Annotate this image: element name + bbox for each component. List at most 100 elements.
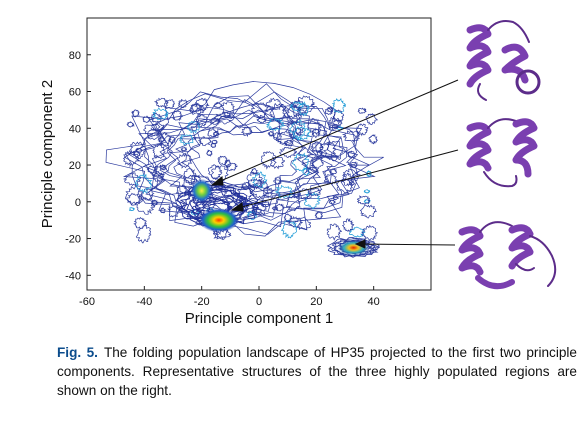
contour-line: [256, 116, 268, 124]
contour-line: [143, 123, 162, 137]
contour-line: [216, 155, 228, 166]
contour-line: [310, 156, 325, 169]
contour-line: [324, 174, 337, 185]
arrowhead-2: [230, 202, 244, 212]
contour-line: [153, 97, 169, 108]
density-peaks: [190, 178, 370, 256]
contour-line: [285, 195, 301, 212]
contour-line: [329, 168, 338, 176]
protein-structure-3: [458, 221, 557, 290]
contour-line: [281, 103, 303, 119]
contour-line: [265, 97, 284, 111]
contour-line: [273, 176, 282, 185]
contour-line: [195, 113, 208, 128]
contour-line: [175, 184, 189, 198]
y-axis-ticks: 80 60 40 20 0 -20 -40: [65, 50, 91, 282]
contour-line: [209, 118, 222, 125]
contour-line: [128, 207, 135, 212]
contour-line: [302, 167, 310, 176]
contour-line: [359, 204, 378, 219]
contour-line: [294, 216, 311, 231]
contour-line: [150, 112, 162, 123]
contour-line: [136, 197, 156, 215]
contour-line: [283, 213, 294, 224]
contour-line: [250, 179, 270, 200]
contour-line: [135, 224, 152, 244]
contour-landscape: [105, 81, 384, 258]
caption-label: Fig. 5.: [57, 345, 98, 360]
contour-line: [357, 107, 367, 115]
contour-line: [322, 140, 344, 162]
contour-line: [142, 115, 151, 123]
contour-line: [179, 134, 194, 146]
arrowhead-1: [210, 176, 224, 186]
x-tick-label: 20: [310, 296, 322, 308]
contour-line: [326, 237, 380, 258]
contour-line: [331, 97, 346, 114]
contour-line: [328, 199, 336, 206]
contour-line: [151, 170, 165, 183]
contour-line: [128, 141, 147, 160]
contour-line: [261, 151, 277, 170]
contour-line: [153, 164, 168, 177]
y-tick-label: 60: [69, 87, 81, 99]
y-tick-label: 80: [69, 50, 81, 62]
contour-line: [262, 186, 273, 199]
contour-line: [246, 171, 263, 190]
contour-line: [210, 142, 217, 148]
x-tick-label: 40: [368, 296, 380, 308]
contour-line: [163, 99, 175, 110]
protein-structure-2: [466, 118, 538, 188]
contour-line: [296, 188, 313, 200]
contour-line: [208, 164, 223, 180]
caption-text: The folding population landscape of HP35…: [57, 345, 577, 398]
contour-line: [269, 102, 288, 123]
contour-line: [141, 188, 155, 201]
contour-line: [211, 165, 229, 182]
contour-line: [205, 149, 213, 157]
contour-line: [341, 218, 355, 233]
contour-line: [273, 203, 285, 212]
contour-line: [225, 162, 239, 171]
protein-structure-1: [466, 20, 541, 101]
contour-line: [356, 195, 371, 206]
contour-line: [317, 140, 337, 159]
contour-line: [324, 107, 334, 115]
density-peak: [190, 178, 213, 203]
contour-line: [346, 150, 356, 160]
contour-line: [355, 123, 369, 137]
contour-line: [331, 123, 339, 129]
contour-line: [126, 121, 136, 128]
y-tick-label: 20: [69, 160, 81, 172]
contour-line: [197, 136, 212, 147]
contour-line: [289, 101, 304, 112]
x-axis-ticks: -60 -40 -20 0 20 40: [79, 286, 380, 308]
contour-line: [177, 98, 188, 109]
contour-line: [314, 211, 323, 220]
contour-line: [135, 147, 143, 154]
contour-line: [130, 109, 140, 118]
contour-line: [336, 178, 353, 194]
contour-line: [133, 216, 147, 230]
contour-line: [348, 181, 356, 186]
contour-line: [194, 97, 210, 111]
contour-line: [280, 219, 298, 239]
contour-line: [292, 126, 311, 141]
contour-line: [176, 152, 193, 169]
contour-line: [332, 119, 343, 128]
x-tick-label: -20: [194, 296, 210, 308]
y-tick-label: 0: [75, 197, 81, 209]
contour-line: [267, 130, 275, 137]
contour-line: [349, 226, 366, 238]
arrow-to-structure-1: [217, 79, 459, 183]
y-tick-label: 40: [69, 123, 81, 135]
contour-line: [250, 102, 269, 120]
contour-line: [240, 126, 252, 138]
contour-line: [221, 101, 235, 118]
contour-line: [274, 184, 293, 199]
arrowhead-3: [354, 239, 366, 249]
x-tick-label: -40: [136, 296, 152, 308]
contour-line: [213, 111, 235, 125]
contour-line: [252, 171, 268, 189]
contour-line: [188, 102, 205, 115]
